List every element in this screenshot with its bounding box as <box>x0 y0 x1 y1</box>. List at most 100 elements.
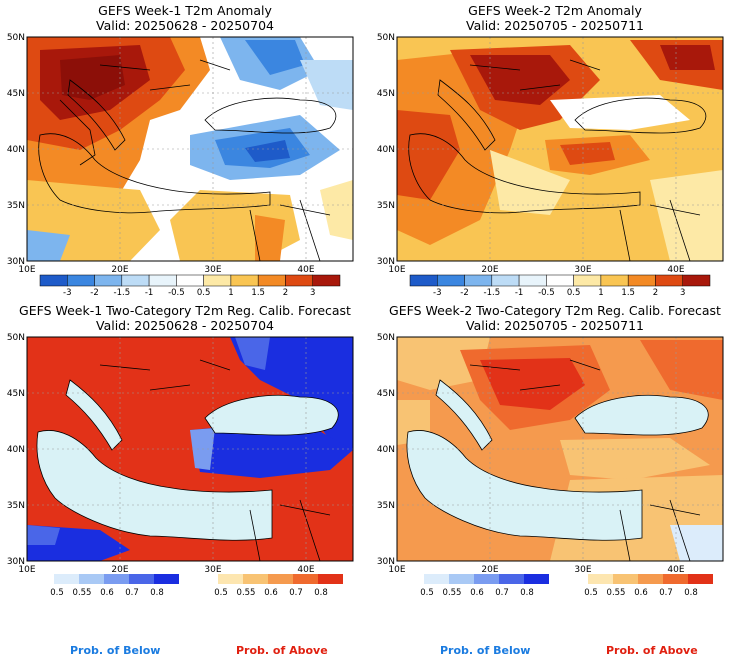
colorbar-tick-label: -2 <box>460 288 468 298</box>
lat-label: 30N <box>7 257 25 267</box>
colorbar-tick-label: 1.5 <box>251 288 265 298</box>
colorbar-tick-label: -2 <box>90 288 98 298</box>
panel-valid-dates: Valid: 20250705 - 20250711 <box>465 318 644 333</box>
panel-valid-dates: Valid: 20250705 - 20250711 <box>465 18 644 33</box>
colorbar-swatch <box>312 274 341 287</box>
below-colorbar-tick-label: 0.55 <box>73 588 92 598</box>
probability-map: 50N 45N 40N 35N 30N 10E 20E 30E 40E 0.5 0… <box>377 333 724 598</box>
colorbar-swatch <box>464 274 493 287</box>
below-colorbar-swatch <box>79 574 104 584</box>
colorbar-tick-label: -1 <box>145 288 153 298</box>
colorbar-tick-label: -3 <box>433 288 441 298</box>
above-colorbar-tick-label: 0.6 <box>634 588 648 598</box>
below-colorbar-tick-label: 0.7 <box>495 588 509 598</box>
above-colorbar-swatch <box>293 574 318 584</box>
lon-label: 20E <box>481 565 498 575</box>
colorbar-swatch <box>230 274 259 287</box>
colorbar-tick-label: 3 <box>310 288 315 298</box>
colorbar-tick-label: -0.5 <box>168 288 185 298</box>
probability-colorbars: 0.5 0.55 0.6 0.7 0.8 0.5 0.55 0.6 0.7 0.8 <box>420 574 713 598</box>
above-colorbar-swatch <box>638 574 663 584</box>
below-colorbar-swatch <box>154 574 179 584</box>
lat-label: 45N <box>377 389 395 399</box>
prob-below-label: Prob. of Below <box>70 644 161 657</box>
below-colorbar-swatch <box>54 574 79 584</box>
lon-label: 40E <box>297 265 314 275</box>
colorbar-tick-label: -0.5 <box>538 288 555 298</box>
colorbar-tick-label: -1 <box>515 288 523 298</box>
colorbar-swatch <box>655 274 683 287</box>
colorbar-tick-label: 2 <box>653 288 658 298</box>
probability-map: 50N 45N 40N 35N 30N 10E 20E 30E 40E 0.5 0… <box>7 333 354 598</box>
above-colorbar-swatch <box>663 574 688 584</box>
colorbar-tick-label: 3 <box>680 288 685 298</box>
anomaly-map: 50N 45N 40N 35N 30N 10E 20E 30E 40E -3 -2… <box>377 33 724 298</box>
colorbar-tick-label: 1 <box>598 288 603 298</box>
above-colorbar-swatch <box>588 574 613 584</box>
lon-label: 20E <box>481 265 498 275</box>
panel-title: GEFS Week-2 T2m Anomaly <box>468 3 642 18</box>
lat-label: 45N <box>377 89 395 99</box>
below-colorbar-swatch <box>499 574 524 584</box>
anomaly-colorbar: -3 -2 -1.5 -1 -0.5 0.5 1 1.5 2 3 <box>409 274 711 298</box>
colorbar-swatch <box>518 274 547 287</box>
colorbar-tick-label: 2 <box>283 288 288 298</box>
above-colorbar-swatch <box>688 574 713 584</box>
below-colorbar-swatch <box>129 574 154 584</box>
lat-label: 50N <box>377 33 395 43</box>
panel-title: GEFS Week-1 T2m Anomaly <box>98 3 272 18</box>
lat-label: 35N <box>7 201 25 211</box>
colorbar-swatch <box>627 274 656 287</box>
lon-label: 30E <box>204 265 221 275</box>
colorbar-tick-label: -1.5 <box>114 288 131 298</box>
panel-week1-anomaly: GEFS Week-1 T2m Anomaly Valid: 20250628 … <box>0 0 370 300</box>
lat-label: 30N <box>7 557 25 567</box>
colorbar-swatch <box>600 274 629 287</box>
below-colorbar-tick-label: 0.7 <box>125 588 139 598</box>
colorbar-swatch <box>285 274 313 287</box>
below-colorbar-tick-label: 0.5 <box>50 588 64 598</box>
colorbar-swatch <box>437 274 465 287</box>
above-colorbar-tick-label: 0.8 <box>314 588 328 598</box>
lat-label: 50N <box>7 33 25 43</box>
below-colorbar-tick-label: 0.6 <box>470 588 484 598</box>
lon-label: 20E <box>111 565 128 575</box>
above-colorbar-tick-label: 0.5 <box>584 588 598 598</box>
colorbar-swatch <box>67 274 95 287</box>
below-colorbar-swatch <box>474 574 499 584</box>
lon-label: 10E <box>18 265 35 275</box>
above-colorbar-tick-label: 0.5 <box>214 588 228 598</box>
colorbar-tick-label: 0.5 <box>567 288 581 298</box>
lon-label: 30E <box>204 565 221 575</box>
panel-week2-anomaly: GEFS Week-2 T2m Anomaly Valid: 20250705 … <box>370 0 740 300</box>
panel-title: GEFS Week-2 Two-Category T2m Reg. Calib.… <box>389 303 721 318</box>
colorbar-swatch <box>257 274 286 287</box>
lat-label: 35N <box>377 201 395 211</box>
colorbar-swatch <box>203 274 232 287</box>
lon-label: 40E <box>667 565 684 575</box>
prob-above-label: Prob. of Above <box>236 644 328 657</box>
colorbar-swatch <box>682 274 711 287</box>
colorbar-tick-label: 1.5 <box>621 288 635 298</box>
colorbar-swatch <box>94 274 123 287</box>
above-colorbar-tick-label: 0.55 <box>607 588 626 598</box>
panel-title: GEFS Week-1 Two-Category T2m Reg. Calib.… <box>19 303 351 318</box>
above-colorbar-swatch <box>218 574 243 584</box>
lat-label: 35N <box>377 501 395 511</box>
colorbar-swatch <box>546 274 574 287</box>
anomaly-map: 50N 45N 40N 35N 30N 10E 20E 30E 40E -3 -2… <box>7 33 354 298</box>
lat-label: 40N <box>377 445 395 455</box>
above-colorbar-tick-label: 0.8 <box>684 588 698 598</box>
above-colorbar-swatch <box>243 574 268 584</box>
lat-label: 45N <box>7 89 25 99</box>
lat-label: 50N <box>7 333 25 343</box>
lon-label: 10E <box>18 565 35 575</box>
colorbar-tick-label: -1.5 <box>484 288 501 298</box>
prob-below-label: Prob. of Below <box>440 644 531 657</box>
lon-label: 20E <box>111 265 128 275</box>
colorbar-tick-label: -3 <box>63 288 71 298</box>
colorbar-swatch <box>148 274 177 287</box>
below-colorbar-tick-label: 0.8 <box>150 588 164 598</box>
anomaly-colorbar: -3 -2 -1.5 -1 -0.5 0.5 1 1.5 2 3 <box>39 274 341 298</box>
lon-label: 40E <box>297 565 314 575</box>
